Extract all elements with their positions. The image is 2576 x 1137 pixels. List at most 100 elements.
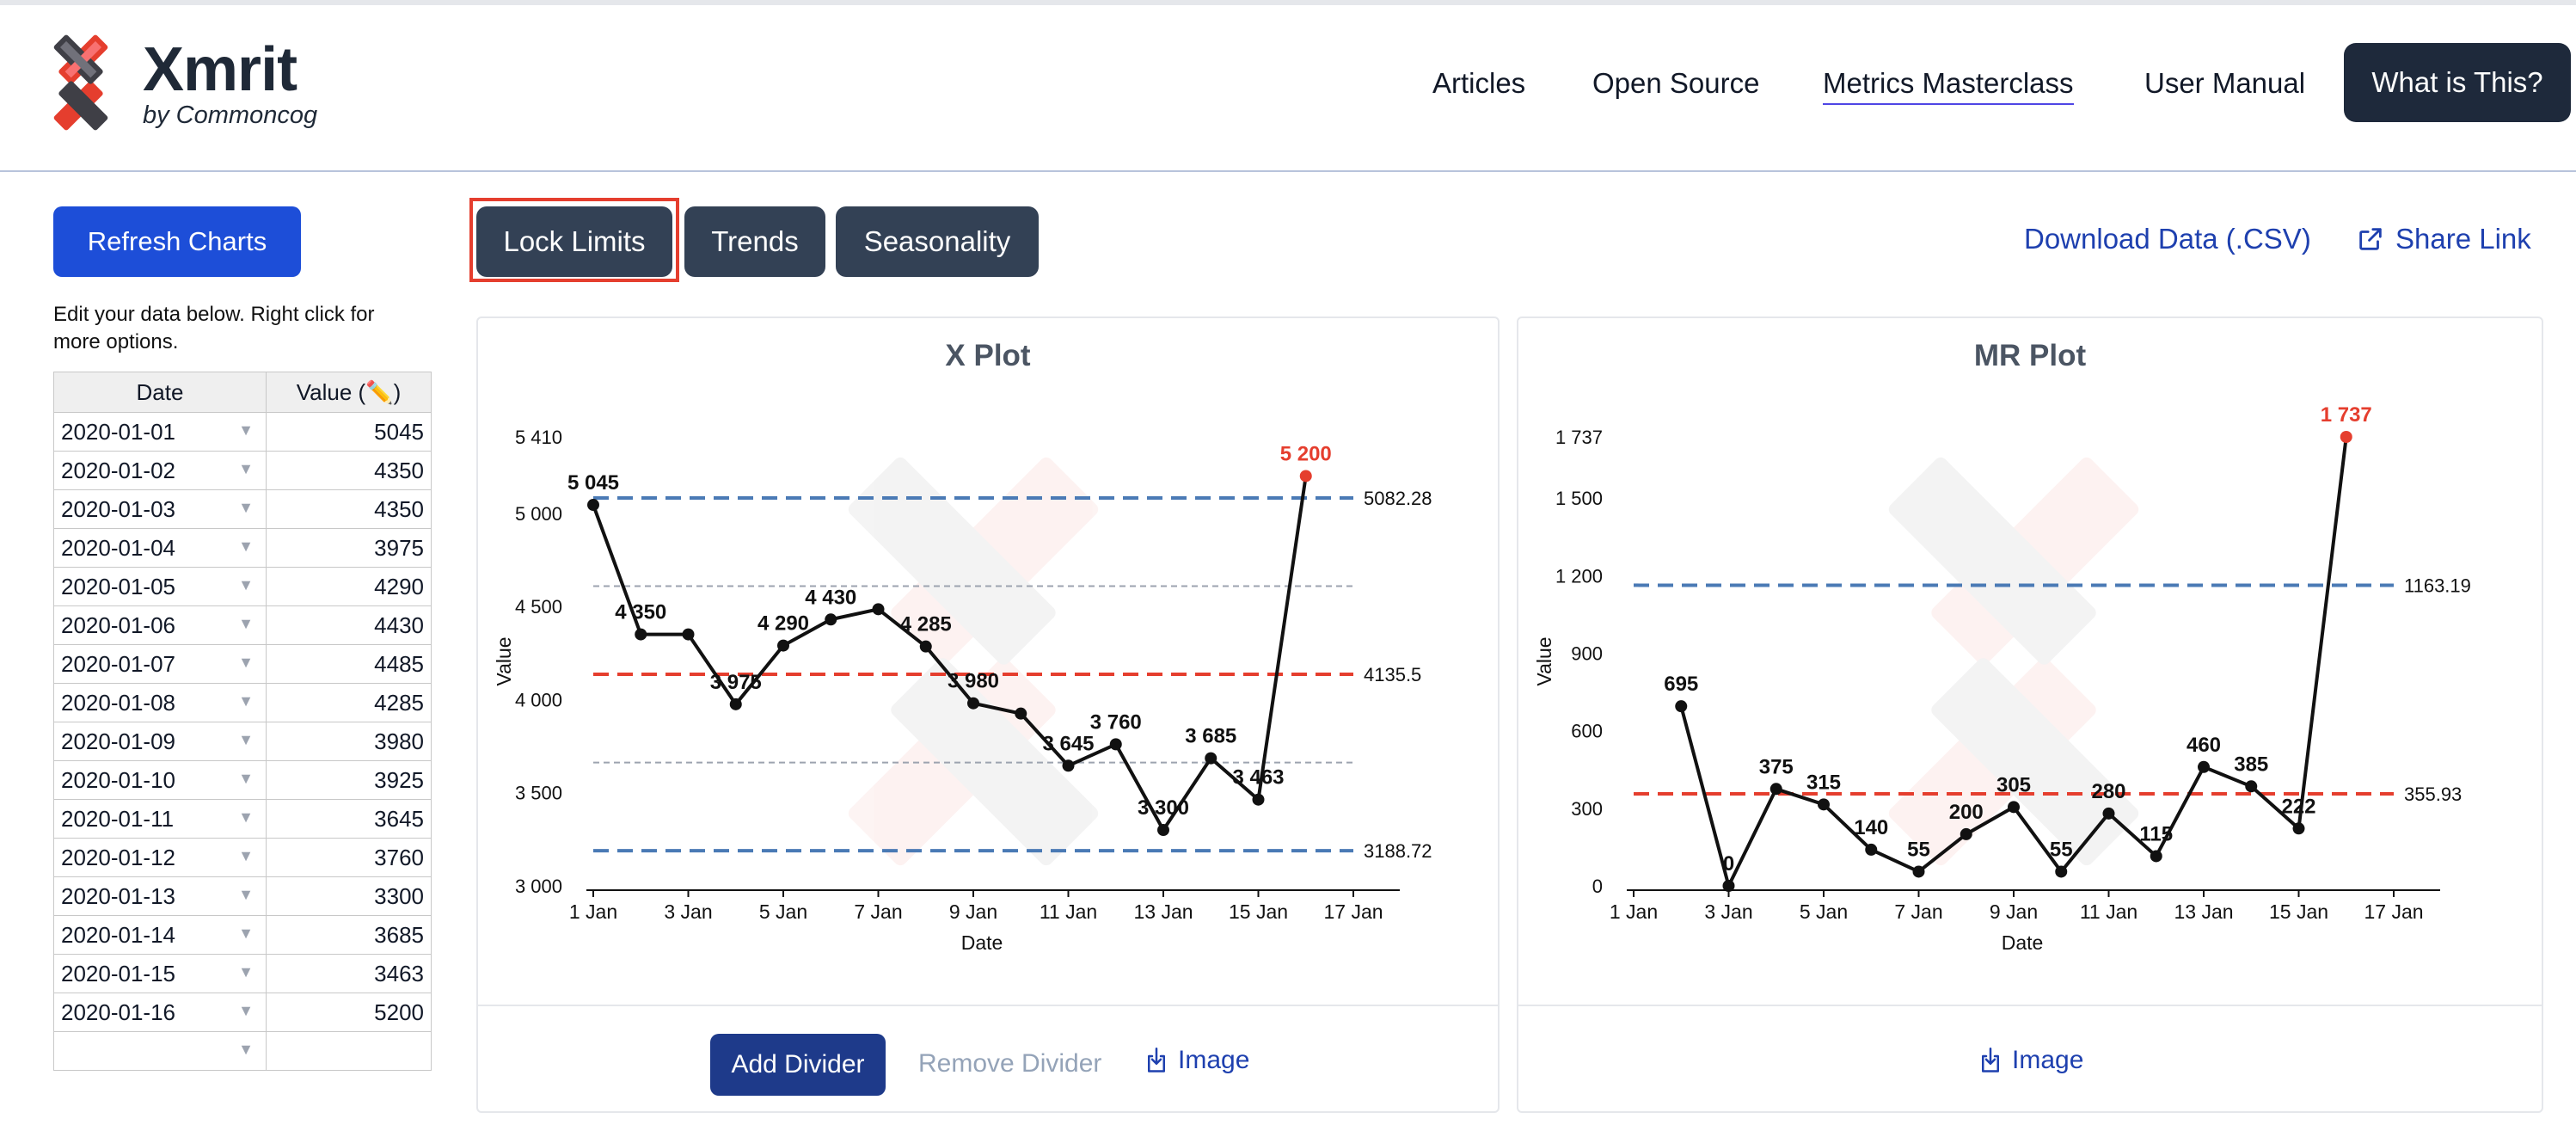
value-cell[interactable]: 5200 [266, 993, 432, 1032]
value-cell[interactable]: 3300 [266, 876, 432, 916]
table-row[interactable]: 2020-01-05 ▼ 4290 [53, 567, 432, 606]
value-cell[interactable]: 3645 [266, 799, 432, 839]
value-cell[interactable]: 4285 [266, 683, 432, 722]
date-cell[interactable]: 2020-01-10 ▼ [53, 760, 267, 800]
table-row[interactable]: ▼ [53, 1031, 432, 1071]
date-cell[interactable]: 2020-01-09 ▼ [53, 722, 267, 761]
value-cell[interactable]: 3980 [266, 722, 432, 761]
dropdown-arrow-icon[interactable]: ▼ [238, 538, 254, 555]
dropdown-arrow-icon[interactable]: ▼ [238, 770, 254, 787]
add-divider-button[interactable]: Add Divider [710, 1034, 886, 1096]
seasonality-button[interactable]: Seasonality [836, 206, 1039, 277]
date-cell[interactable]: 2020-01-05 ▼ [53, 567, 267, 606]
mr-plot-chart[interactable]: 1 Jan 3 Jan 5 Jan 7 Jan 9 Jan 11 Jan 13 Jan 15 … [1518, 318, 2542, 989]
dropdown-arrow-icon[interactable]: ▼ [238, 576, 254, 593]
data-point [2245, 780, 2258, 793]
table-row[interactable]: 2020-01-02 ▼ 4350 [53, 451, 432, 490]
trends-button[interactable]: Trends [684, 206, 825, 277]
value-cell[interactable]: 3463 [266, 954, 432, 993]
date-cell[interactable]: 2020-01-08 ▼ [53, 683, 267, 722]
what-is-this-button[interactable]: What is This? [2344, 43, 2571, 122]
table-row[interactable]: 2020-01-13 ▼ 3300 [53, 876, 432, 916]
x-tick-label: 11 Jan [1040, 900, 1097, 923]
dropdown-arrow-icon[interactable]: ▼ [238, 1041, 254, 1058]
dropdown-arrow-icon[interactable]: ▼ [238, 1002, 254, 1019]
remove-divider-button[interactable]: Remove Divider [918, 1049, 1102, 1078]
nav-metrics-masterclass[interactable]: Metrics Masterclass [1823, 67, 2074, 105]
dropdown-arrow-icon[interactable]: ▼ [238, 925, 254, 942]
table-row[interactable]: 2020-01-16 ▼ 5200 [53, 993, 432, 1032]
value-cell[interactable]: 3685 [266, 915, 432, 955]
value-cell[interactable]: 4350 [266, 489, 432, 529]
value-cell[interactable]: 5045 [266, 412, 432, 452]
dropdown-arrow-icon[interactable]: ▼ [238, 421, 254, 439]
table-row[interactable]: 2020-01-03 ▼ 4350 [53, 489, 432, 529]
value-cell[interactable] [266, 1031, 432, 1071]
dropdown-arrow-icon[interactable]: ▼ [238, 886, 254, 903]
value-cell[interactable]: 4350 [266, 451, 432, 490]
share-link[interactable]: Share Link [2356, 223, 2531, 255]
data-point [777, 639, 789, 652]
mr-plot-image-button[interactable]: Image [1978, 1046, 2083, 1075]
dropdown-arrow-icon[interactable]: ▼ [238, 499, 254, 516]
dropdown-arrow-icon[interactable]: ▼ [238, 847, 254, 864]
date-value: 2020-01-06 [61, 612, 175, 638]
table-row[interactable]: 2020-01-15 ▼ 3463 [53, 954, 432, 993]
table-row[interactable]: 2020-01-06 ▼ 4430 [53, 605, 432, 645]
watermark-logo-icon [1888, 457, 2139, 866]
download-csv-link[interactable]: Download Data (.CSV) [2024, 223, 2311, 255]
table-row[interactable]: 2020-01-07 ▼ 4485 [53, 644, 432, 684]
data-table[interactable]: Date Value (✏️) 2020-01-01 ▼ 5045 2020-01-0… [53, 372, 432, 1071]
table-row[interactable]: 2020-01-01 ▼ 5045 [53, 412, 432, 452]
lock-limits-button[interactable]: Lock Limits [476, 206, 672, 277]
value-cell[interactable]: 4430 [266, 605, 432, 645]
nav-articles[interactable]: Articles [1432, 67, 1526, 99]
dropdown-arrow-icon[interactable]: ▼ [238, 731, 254, 748]
data-point [1722, 880, 1735, 892]
table-row[interactable]: 2020-01-10 ▼ 3925 [53, 760, 432, 800]
nav-open-source[interactable]: Open Source [1592, 67, 1760, 99]
table-row[interactable]: 2020-01-04 ▼ 3975 [53, 528, 432, 568]
table-row[interactable]: 2020-01-11 ▼ 3645 [53, 799, 432, 839]
table-row[interactable]: 2020-01-12 ▼ 3760 [53, 838, 432, 877]
value-cell[interactable]: 3925 [266, 760, 432, 800]
date-cell[interactable]: 2020-01-01 ▼ [53, 412, 267, 452]
date-cell[interactable]: 2020-01-04 ▼ [53, 528, 267, 568]
table-row[interactable]: 2020-01-08 ▼ 4285 [53, 683, 432, 722]
y-tick-label: 900 [1571, 643, 1603, 665]
date-cell[interactable]: 2020-01-15 ▼ [53, 954, 267, 993]
brand-name[interactable]: Xmrit [143, 35, 297, 104]
value-cell[interactable]: 3760 [266, 838, 432, 877]
table-row[interactable]: 2020-01-09 ▼ 3980 [53, 722, 432, 761]
date-cell[interactable]: 2020-01-02 ▼ [53, 451, 267, 490]
lower-limit-line-label: 3188.72 [1364, 840, 1432, 862]
dropdown-arrow-icon[interactable]: ▼ [238, 963, 254, 980]
nav-user-manual[interactable]: User Manual [2144, 67, 2306, 99]
date-cell[interactable]: 2020-01-12 ▼ [53, 838, 267, 877]
x-plot-image-button[interactable]: Image [1144, 1046, 1249, 1075]
x-plot-chart[interactable]: 1 Jan 3 Jan 5 Jan 7 Jan 9 Jan 11 Jan 13 Jan 15 … [478, 318, 1498, 989]
date-cell[interactable]: 2020-01-11 ▼ [53, 799, 267, 839]
date-cell[interactable]: ▼ [53, 1031, 267, 1071]
date-cell[interactable]: 2020-01-07 ▼ [53, 644, 267, 684]
table-row[interactable]: 2020-01-14 ▼ 3685 [53, 915, 432, 955]
date-cell[interactable]: 2020-01-06 ▼ [53, 605, 267, 645]
date-cell[interactable]: 2020-01-16 ▼ [53, 993, 267, 1032]
date-cell[interactable]: 2020-01-14 ▼ [53, 915, 267, 955]
dropdown-arrow-icon[interactable]: ▼ [238, 692, 254, 710]
x-tick-label: 15 Jan [1229, 900, 1288, 923]
value-cell[interactable]: 4485 [266, 644, 432, 684]
column-header-value[interactable]: Value (✏️) [266, 372, 432, 413]
dropdown-arrow-icon[interactable]: ▼ [238, 615, 254, 632]
xmrit-logo-icon[interactable] [24, 26, 138, 139]
dropdown-arrow-icon[interactable]: ▼ [238, 460, 254, 477]
date-cell[interactable]: 2020-01-03 ▼ [53, 489, 267, 529]
data-label: 4 350 [615, 601, 666, 624]
value-cell[interactable]: 4290 [266, 567, 432, 606]
column-header-date[interactable]: Date [53, 372, 267, 413]
value-cell[interactable]: 3975 [266, 528, 432, 568]
dropdown-arrow-icon[interactable]: ▼ [238, 808, 254, 826]
refresh-charts-button[interactable]: Refresh Charts [53, 206, 301, 277]
date-cell[interactable]: 2020-01-13 ▼ [53, 876, 267, 916]
dropdown-arrow-icon[interactable]: ▼ [238, 654, 254, 671]
